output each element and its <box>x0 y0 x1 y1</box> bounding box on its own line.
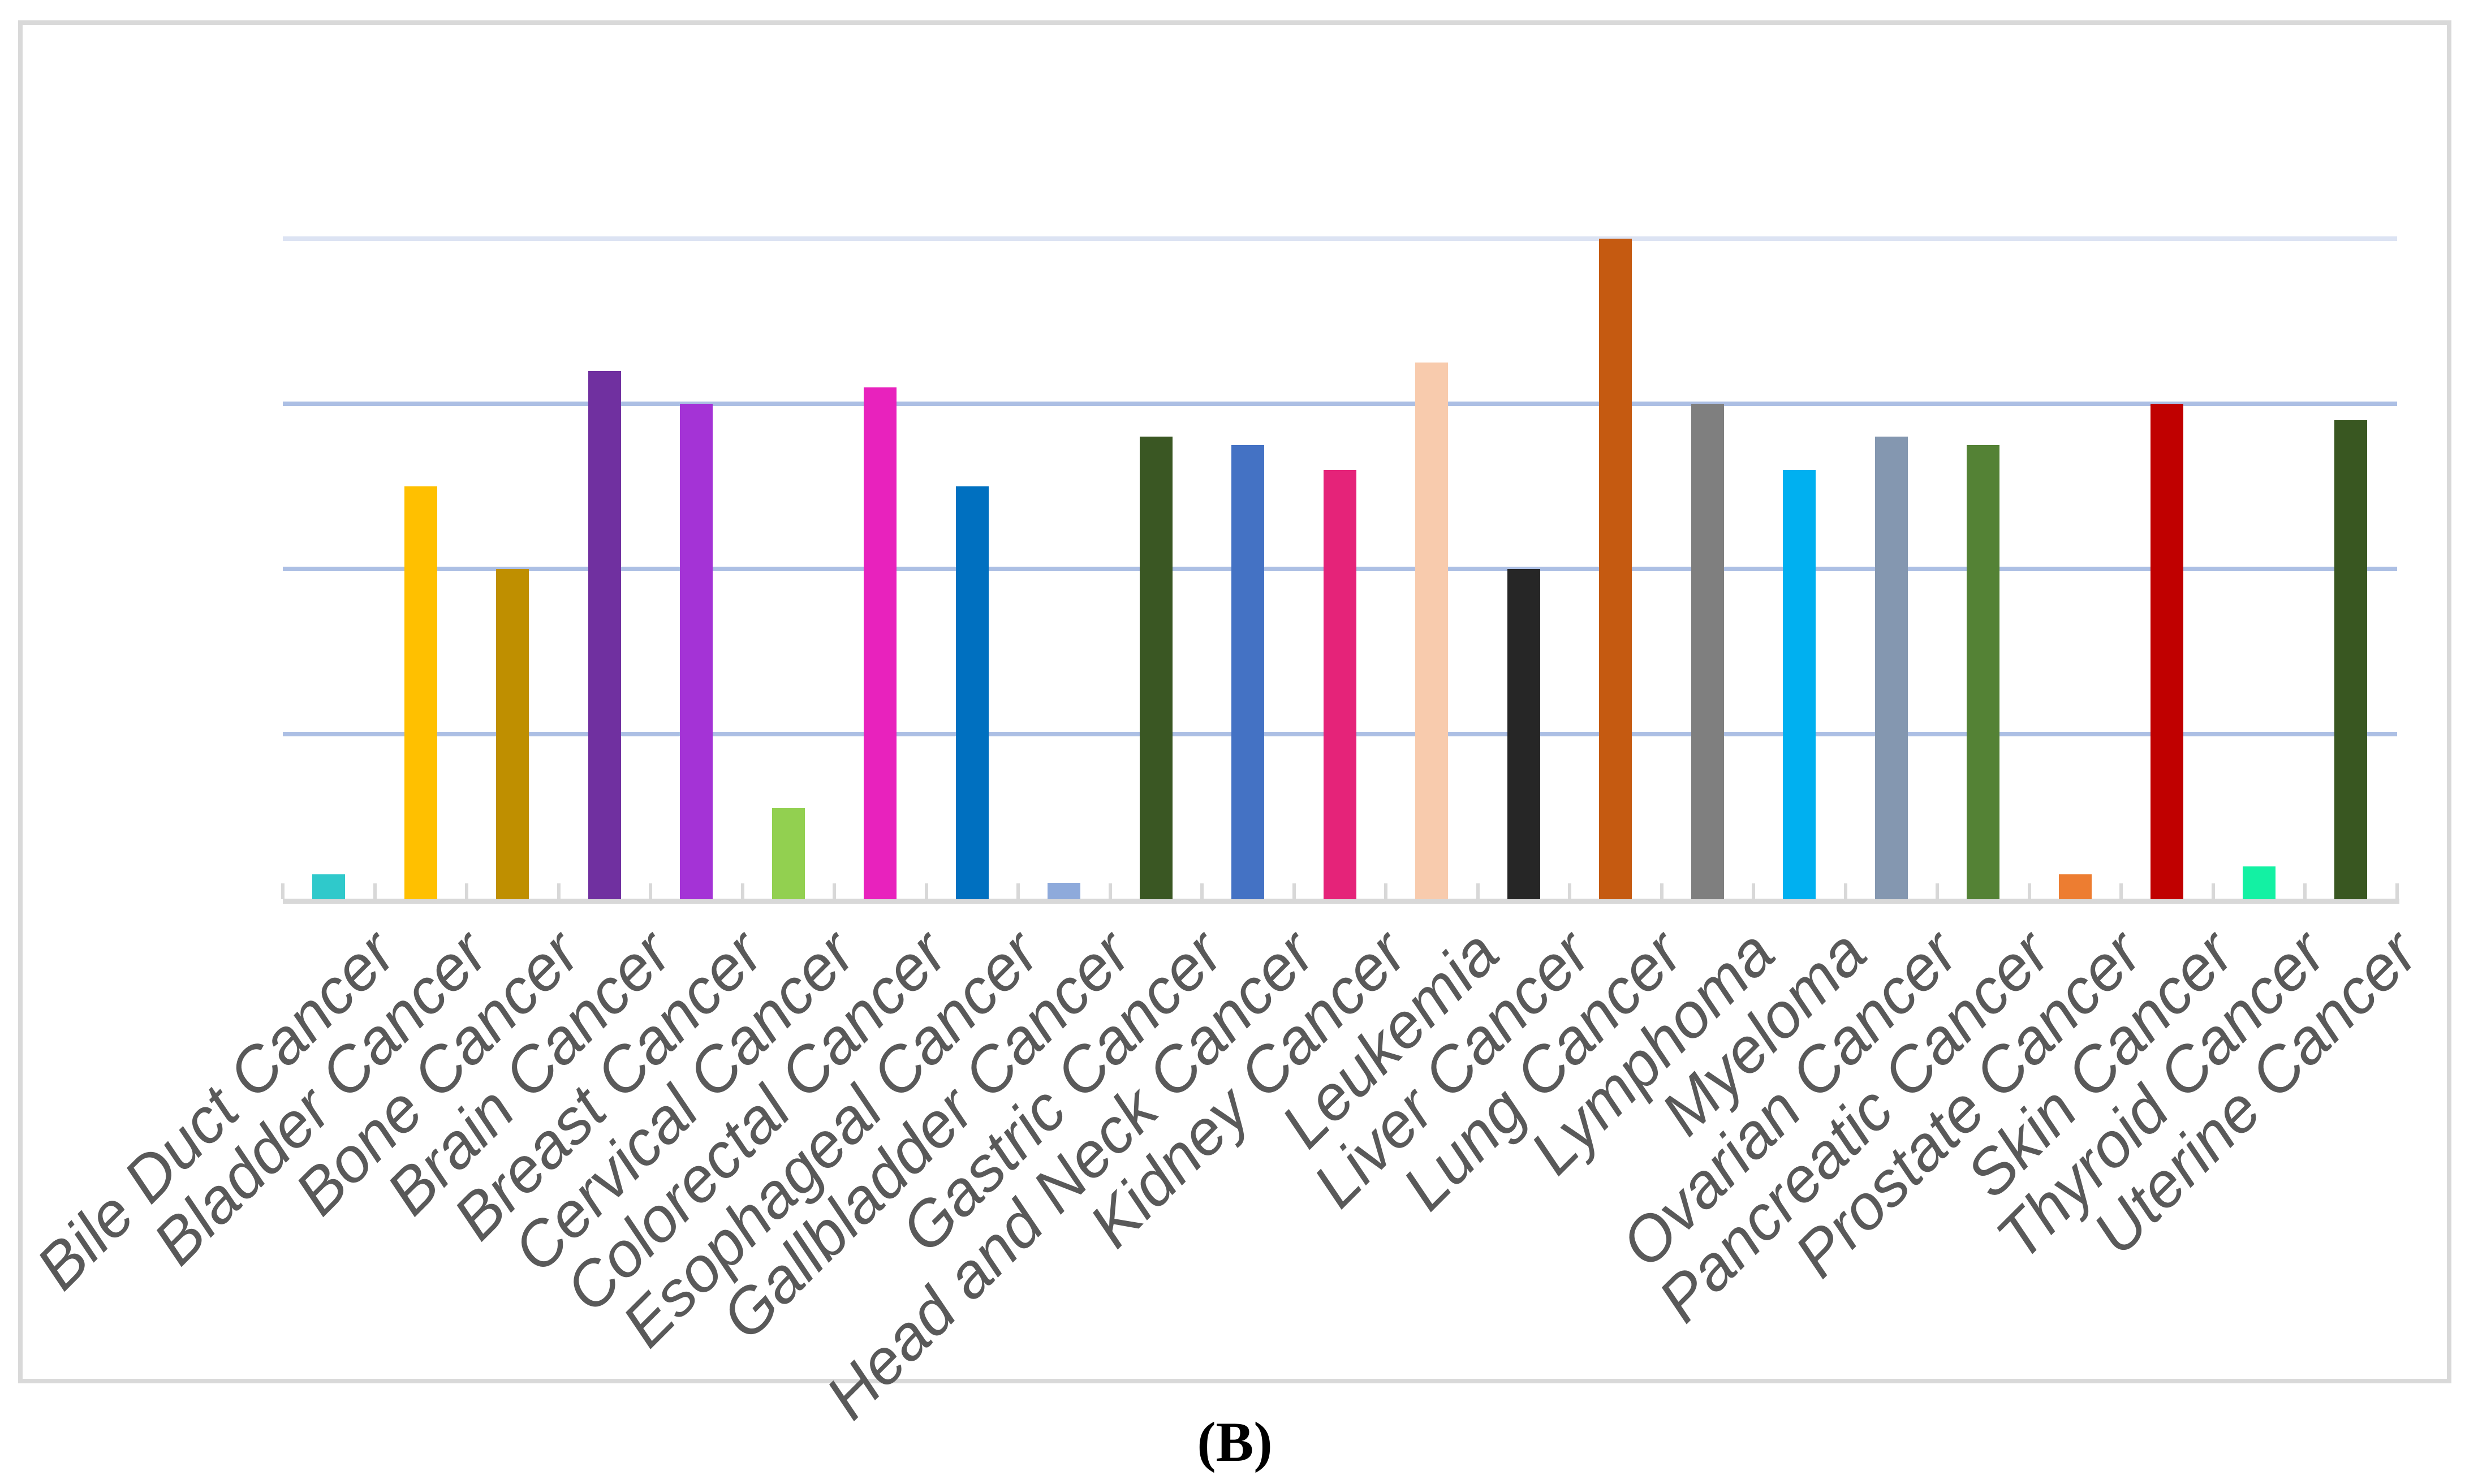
x-axis-tick <box>1936 883 1939 899</box>
x-axis-tick <box>1752 883 1755 899</box>
bar <box>1874 437 1908 899</box>
bar <box>772 808 805 899</box>
x-axis-tick <box>1476 883 1480 899</box>
plot-area: Bile Duct Cancer Bladder Cancer Bone Cance… <box>23 25 2447 1433</box>
bar <box>1691 404 1724 899</box>
x-axis-tick <box>2395 883 2399 899</box>
bar <box>1507 569 1540 899</box>
x-axis-tick <box>1200 883 1204 899</box>
bar <box>1415 363 1449 899</box>
bar <box>1323 470 1356 899</box>
x-axis-tick <box>1292 883 1296 899</box>
bar <box>1048 883 1081 899</box>
x-axis-tick <box>2027 883 2031 899</box>
bar <box>1139 437 1173 899</box>
x-axis-tick <box>1568 883 1571 899</box>
x-axis-tick <box>281 883 285 899</box>
x-axis-tick <box>2303 883 2307 899</box>
x-axis-tick <box>740 883 744 899</box>
gridline <box>283 236 2397 241</box>
bar <box>680 404 713 899</box>
bar <box>496 569 529 899</box>
x-axis-tick <box>557 883 561 899</box>
x-axis-tick <box>924 883 928 899</box>
x-axis-tick <box>1384 883 1387 899</box>
x-axis-line <box>283 899 2399 904</box>
x-axis-tick <box>1843 883 1847 899</box>
x-axis-tick <box>649 883 652 899</box>
bar <box>588 371 621 899</box>
bar <box>312 874 346 899</box>
figure-caption: (B) <box>1197 1410 1273 1473</box>
bar <box>2242 866 2276 899</box>
x-axis-tick <box>833 883 836 899</box>
bar <box>955 486 989 899</box>
x-axis-tick <box>1016 883 1020 899</box>
x-axis-tick <box>465 883 468 899</box>
bar <box>404 486 437 899</box>
bar <box>2058 874 2092 899</box>
bar <box>864 387 897 899</box>
bar <box>1599 239 1632 899</box>
x-axis-tick <box>1660 883 1664 899</box>
bar <box>1231 445 1265 899</box>
gridline <box>283 402 2397 406</box>
x-axis-tick <box>2119 883 2123 899</box>
bar <box>2334 420 2368 899</box>
x-axis-tick <box>1108 883 1112 899</box>
bar <box>1967 445 2000 899</box>
x-axis-tick <box>373 883 377 899</box>
x-axis-tick <box>2211 883 2215 899</box>
bar <box>2151 404 2184 899</box>
chart-frame: Bile Duct Cancer Bladder Cancer Bone Cance… <box>18 20 2451 1433</box>
bar <box>1783 470 1816 899</box>
